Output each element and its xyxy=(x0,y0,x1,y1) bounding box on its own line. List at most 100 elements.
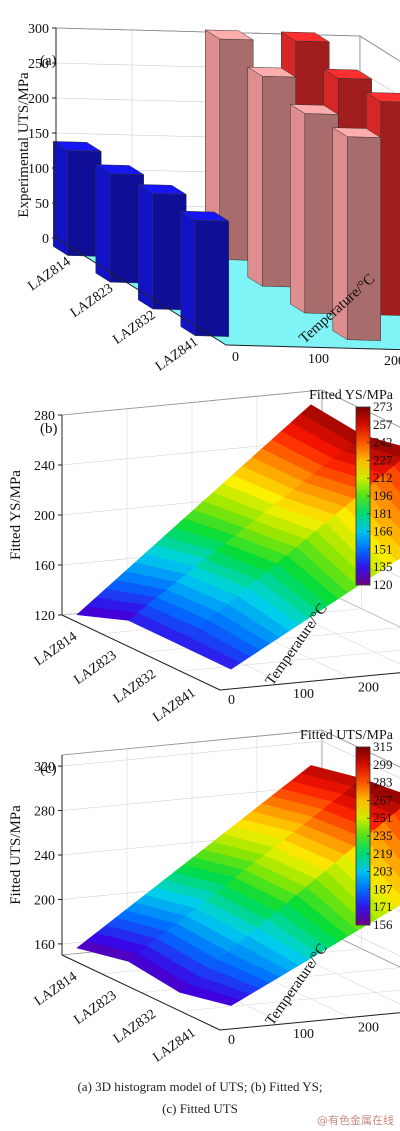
bar-front-face xyxy=(290,103,306,314)
category-tick-label: LAZ823 xyxy=(71,988,119,1028)
watermark: @有色金属在线 xyxy=(317,1114,394,1127)
category-tick-label: LAZ832 xyxy=(110,308,158,348)
fitted-ys-panel: 120 160 200 240 280 Fitted YS/MPa LAZ814 LAZ823… xyxy=(0,385,400,726)
figure-caption-line-1: (a) 3D histogram model of UTS; (b) Fitte… xyxy=(77,1079,323,1094)
temperature-tick-label: 200 xyxy=(358,681,379,696)
category-tick-label: LAZ841 xyxy=(153,335,201,375)
bar-top-face xyxy=(94,164,145,175)
category-tick-label: LAZ814 xyxy=(32,969,80,1009)
z-tick-label: 160 xyxy=(34,559,55,574)
surface-patch xyxy=(364,481,400,530)
panel-label: (c) xyxy=(40,761,57,777)
colorbar-tick-label: 257 xyxy=(373,417,393,432)
category-tick-label: LAZ841 xyxy=(150,1026,198,1066)
z-tick-label: 200 xyxy=(34,509,55,524)
surface-patch xyxy=(393,460,400,474)
z-gridline xyxy=(55,62,400,97)
z-tick-label: 280 xyxy=(34,805,55,820)
temperature-axis-line xyxy=(225,344,400,351)
bar-top-face xyxy=(365,92,400,103)
surface-patch xyxy=(374,473,400,512)
colorbar-tick-label: 273 xyxy=(373,399,393,414)
bar-top-face xyxy=(246,66,297,78)
category-tick-label: LAZ841 xyxy=(150,686,198,725)
surface-mesh xyxy=(76,765,400,1006)
panel-label-a: (a) xyxy=(40,53,57,69)
floor-gridline xyxy=(180,649,400,672)
z-tick-label: 150 xyxy=(28,127,49,142)
colorbar-tick-label: 181 xyxy=(373,506,393,521)
z-tick-label: 100 xyxy=(28,162,49,177)
z-tick-label: 200 xyxy=(28,92,49,107)
uts-bar xyxy=(331,127,382,341)
uts-bar xyxy=(52,140,103,257)
colorbar-tick-label: 219 xyxy=(373,846,393,861)
z-tick-label: 160 xyxy=(34,938,55,953)
uts-bar xyxy=(246,66,297,288)
category-tick-label: LAZ832 xyxy=(111,667,159,707)
uts-bar xyxy=(289,103,340,315)
temperature-tick-label: 100 xyxy=(293,1027,314,1042)
colorbar-tick-label: 135 xyxy=(373,559,393,574)
colorbar-tick-label: 166 xyxy=(373,524,393,539)
uts-histogram-chart: 0 50 100 150 200 250 300 Experimental UTS/MPa LA… xyxy=(16,22,400,375)
z-axis-label: Fitted YS/MPa xyxy=(8,470,24,560)
z-tick-label: 320 xyxy=(34,760,55,775)
figure-caption-line-2: (c) Fitted UTS xyxy=(162,1101,238,1116)
bar-top-face xyxy=(52,141,103,152)
bar-top-face xyxy=(179,210,230,222)
colorbar-tick-label: 267 xyxy=(373,792,393,807)
bar-side-face xyxy=(380,101,400,316)
temperature-tick-label: 200 xyxy=(384,354,400,369)
colorbar-tick-label: 283 xyxy=(373,775,393,790)
uts-bar xyxy=(179,210,230,337)
temperature-axis-line xyxy=(219,672,400,691)
z-tick-label: 300 xyxy=(28,22,49,37)
category-tick-label: LAZ823 xyxy=(68,281,116,321)
temperature-tick-label: 0 xyxy=(228,693,235,708)
surface-mesh xyxy=(76,404,400,670)
panel-label: (b) xyxy=(40,421,58,437)
uts-bar xyxy=(94,164,145,284)
bar-front-face xyxy=(138,183,154,310)
surface-patch xyxy=(393,808,400,822)
category-tick-label: LAZ814 xyxy=(25,254,73,294)
fitted-uts-chart: 160 200 240 280 320 Fitted UTS/MPa LAZ814LAZ82… xyxy=(8,728,400,1066)
top-frame xyxy=(55,27,400,62)
category-tick-label: LAZ832 xyxy=(111,1007,159,1047)
fitted-ys-chart: 120 160 200 240 280 Fitted YS/MPa LAZ814LAZ823… xyxy=(8,388,400,726)
temperature-tick-label: 200 xyxy=(358,1021,379,1036)
category-axis-line xyxy=(55,237,227,346)
bar-front-face xyxy=(247,66,263,287)
colorbar-tick-label: 242 xyxy=(373,435,393,450)
bar-top-face xyxy=(204,29,255,41)
z-tick-label: 240 xyxy=(34,849,55,864)
surface-patch xyxy=(383,813,400,842)
bar-side-face xyxy=(195,219,229,337)
colorbar-title: Fitted YS/MPa xyxy=(309,388,394,403)
z-tick-label: 0 xyxy=(42,232,49,247)
z-axis-label: Fitted UTS/MPa xyxy=(8,805,24,905)
fitted-uts-panel: 160 200 240 280 320 Fitted UTS/MPa LAZ814 LAZ82… xyxy=(0,725,400,1070)
bar-top-face xyxy=(137,184,188,195)
colorbar-tick-label: 171 xyxy=(373,899,393,914)
z-tick-label: 50 xyxy=(35,197,49,212)
top-frame xyxy=(61,389,400,428)
colorbar-title: Fitted UTS/MPa xyxy=(300,728,394,743)
colorbar-tick-label: 227 xyxy=(373,452,393,467)
colorbar-tick-label: 315 xyxy=(373,739,393,754)
floor-gridline xyxy=(180,989,400,1012)
bar-top-face xyxy=(289,104,340,115)
z-tick-label: 200 xyxy=(34,893,55,908)
colorbar-tick-label: 251 xyxy=(373,810,393,825)
z-tick-label: 120 xyxy=(34,609,55,624)
uts-bar xyxy=(204,29,255,261)
colorbar-tick-label: 151 xyxy=(373,541,393,556)
bar-front-face xyxy=(180,210,196,337)
colorbar-tick-label: 212 xyxy=(373,470,393,485)
bar-side-face xyxy=(347,136,381,341)
surface-patch xyxy=(364,829,400,878)
bar-top-face xyxy=(280,31,331,43)
z-gridline xyxy=(61,740,400,779)
z-axis-label: Experimental UTS/MPa xyxy=(16,72,32,218)
